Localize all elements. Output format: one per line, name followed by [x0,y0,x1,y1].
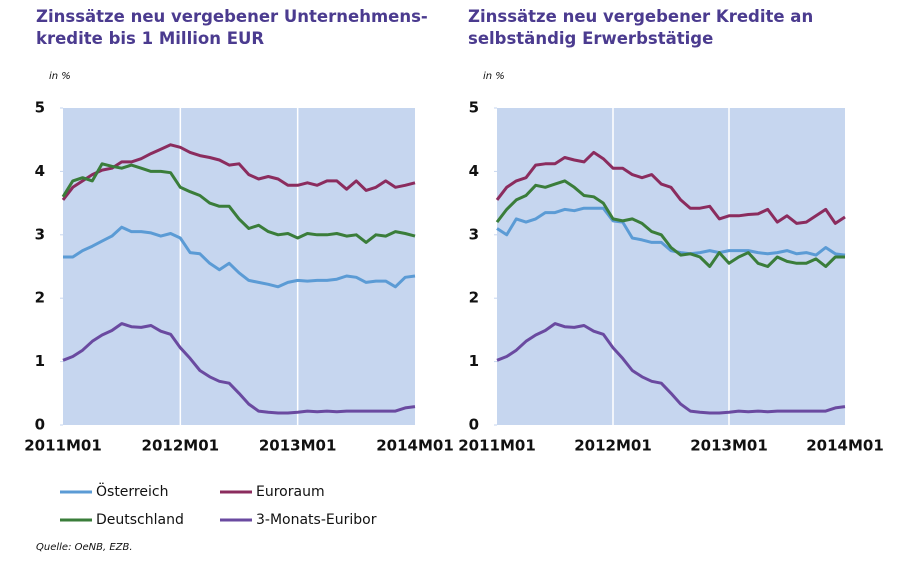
y-tick-label: 0 [35,416,45,434]
legend-label: 3-Monats-Euribor [256,512,377,528]
x-tick-label: 2012M01 [142,437,220,455]
y-tick-label: 0 [469,416,479,434]
plot-area [497,108,845,425]
chart-title: Zinssätze neu vergebener Unternehmens- k… [36,7,428,48]
y-tick-label: 4 [469,162,479,180]
x-tick-label: 2013M01 [259,437,337,455]
source: Quelle: OeNB, EZB. [36,542,133,553]
x-tick-label: 2012M01 [574,437,652,455]
legend-label: Österreich [96,482,168,500]
x-tick-label: 2011M01 [458,437,536,455]
line-series [496,322,846,415]
y-tick-label: 5 [35,99,45,117]
plot-area [63,108,415,425]
legend-label: Deutschland [96,512,184,528]
y-tick-label: 3 [35,225,45,243]
y-tick-label: 5 [469,99,479,117]
line-series [62,322,416,415]
y-axis-unit: in % [49,71,71,82]
line-series [495,150,846,225]
line-series [63,225,416,289]
y-tick-label: 3 [469,225,479,243]
line-series [61,143,416,201]
y-tick-label: 1 [35,352,45,370]
y-axis-unit: in % [483,71,505,82]
legend-label: Euroraum [256,484,325,500]
y-tick-label: 2 [469,289,479,307]
line-series [61,162,416,244]
y-tick-label: 2 [35,289,45,307]
line-series [495,179,845,268]
chart-title: Zinssätze neu vergebener Kredite an selb… [468,7,814,48]
y-tick-label: 4 [35,162,45,180]
x-tick-label: 2011M01 [24,437,102,455]
line-series [496,206,846,257]
y-tick-label: 1 [469,352,479,370]
x-tick-label: 2014M01 [376,437,454,455]
x-tick-label: 2014M01 [806,437,884,455]
x-tick-label: 2013M01 [690,437,768,455]
